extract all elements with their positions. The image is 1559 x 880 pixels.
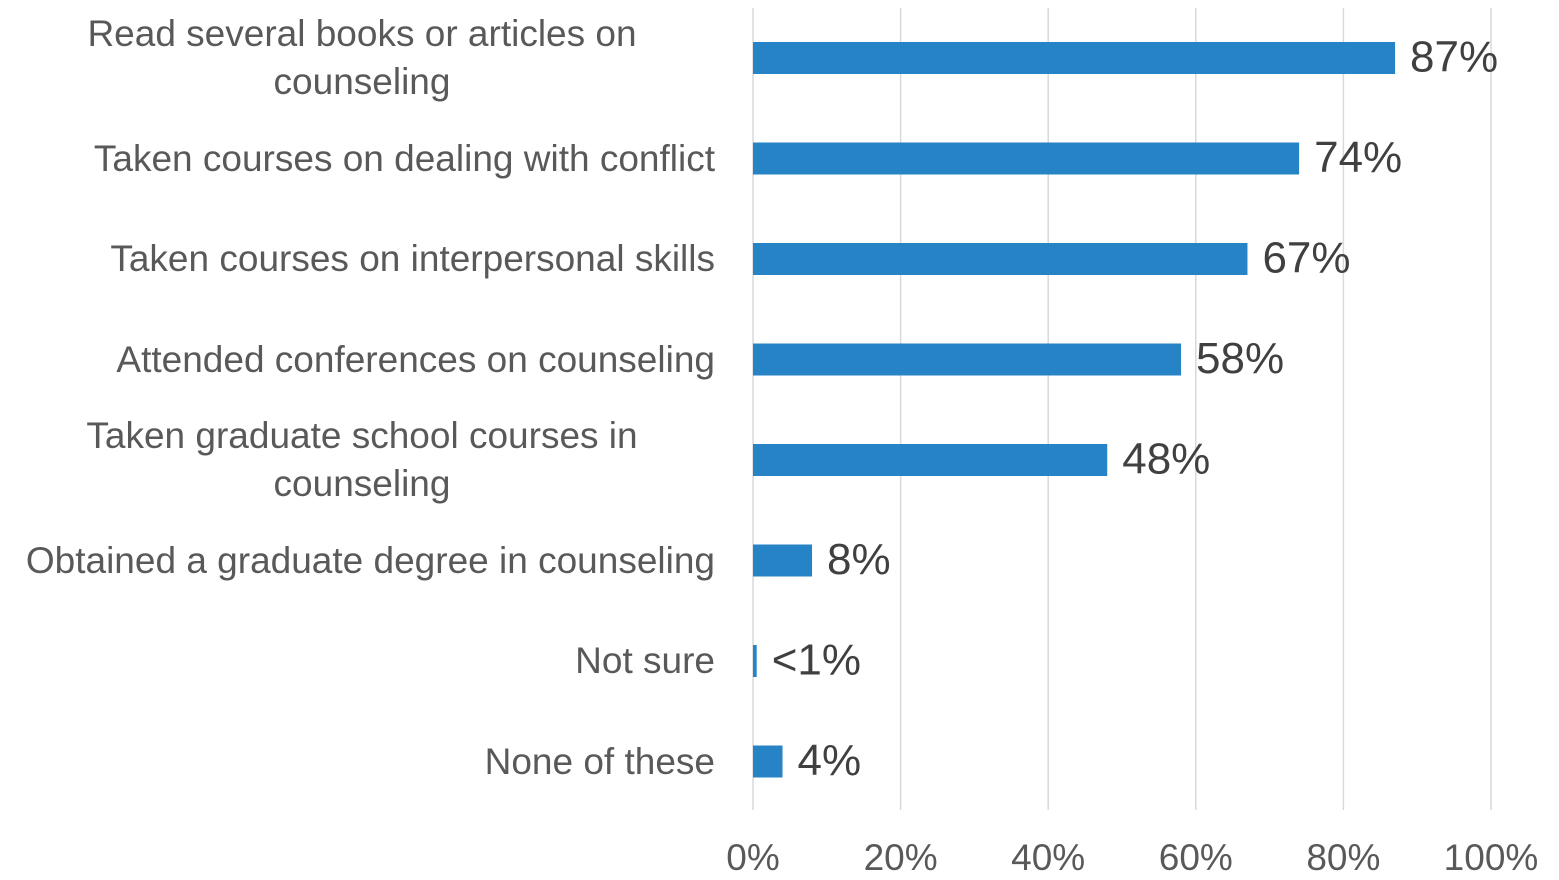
data-label: 4%	[798, 736, 862, 785]
bar	[753, 343, 1182, 376]
bar	[753, 645, 757, 677]
bar	[753, 142, 1300, 175]
bar	[753, 243, 1248, 275]
y-tick-label: Read several books or articles on counse…	[87, 13, 637, 102]
bar	[753, 42, 1396, 74]
x-tick-label: 80%	[1306, 837, 1380, 878]
x-tick-label: 60%	[1159, 837, 1233, 878]
bar	[753, 544, 813, 577]
data-label: 58%	[1196, 334, 1284, 383]
x-tick-label: 40%	[1011, 837, 1085, 878]
y-tick-label: Obtained a graduate degree in counseling	[25, 539, 715, 581]
y-tick-label: Attended conferences on counseling	[116, 338, 715, 380]
data-label: 87%	[1410, 33, 1498, 82]
y-tick-label: Taken graduate school courses in counsel…	[86, 415, 638, 504]
bar	[753, 745, 783, 778]
data-label: 48%	[1122, 435, 1210, 484]
data-label: 67%	[1262, 234, 1350, 283]
data-label: 8%	[827, 535, 891, 584]
y-tick-label: Taken courses on dealing with conflict	[93, 137, 715, 179]
bar	[753, 444, 1108, 476]
y-tick-label: None of these	[484, 740, 715, 782]
x-tick-label: 100%	[1444, 837, 1539, 878]
x-tick-label: 20%	[864, 837, 938, 878]
y-tick-label: Not sure	[575, 640, 715, 681]
y-tick-label: Taken courses on interpersonal skills	[110, 238, 715, 279]
data-label: 74%	[1314, 133, 1402, 182]
x-tick-label: 0%	[726, 837, 779, 878]
data-label: <1%	[772, 636, 861, 685]
